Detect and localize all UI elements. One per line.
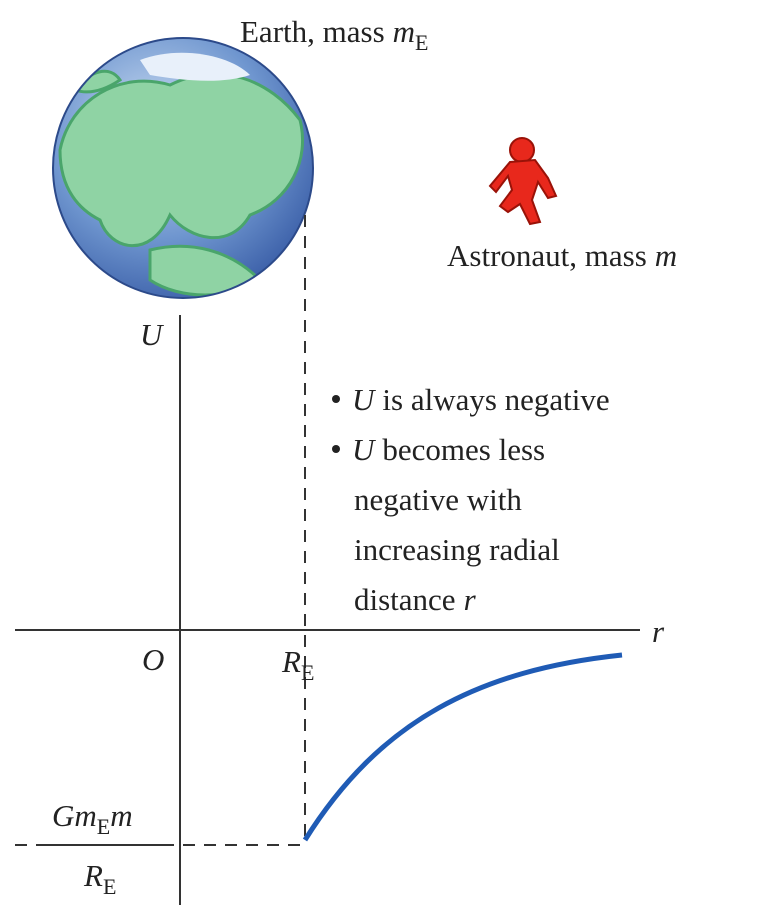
fraction-numerator: GmEm (52, 798, 133, 839)
note-text: negative with (354, 482, 522, 517)
note-text: distance (354, 582, 456, 617)
label-text: Astronaut, mass (447, 238, 647, 273)
label-subscript: E (301, 660, 314, 685)
radius-label: RE (281, 644, 314, 685)
bullet (332, 395, 340, 403)
numerator-part: m (110, 798, 132, 833)
potential-curve (305, 655, 622, 840)
origin-label: O (142, 642, 164, 677)
fraction-denominator: RE (83, 858, 116, 899)
label-symbol: m (655, 238, 677, 273)
note-text: becomes less (382, 432, 545, 467)
bullet (332, 445, 340, 453)
denominator-subscript: E (103, 874, 116, 899)
denominator-part: R (83, 858, 103, 893)
note-symbol: r (464, 582, 477, 617)
diagram: Earth, massmE Astronaut, massm U r O RE … (0, 0, 761, 905)
earth (53, 38, 313, 298)
numerator-part: Gm (52, 798, 97, 833)
label-symbol: m (393, 14, 415, 49)
note-text: increasing radial (354, 532, 560, 567)
x-axis-label: r (652, 614, 665, 649)
note-symbol: U (352, 432, 377, 467)
label-text: Earth, mass (240, 14, 385, 49)
numerator-subscript: E (97, 814, 110, 839)
y-axis-label: U (140, 317, 165, 352)
label-subscript: E (415, 30, 428, 55)
note-text: is always negative (382, 382, 609, 417)
label-symbol: R (281, 644, 301, 679)
note-symbol: U (352, 382, 377, 417)
astronaut (490, 138, 556, 224)
